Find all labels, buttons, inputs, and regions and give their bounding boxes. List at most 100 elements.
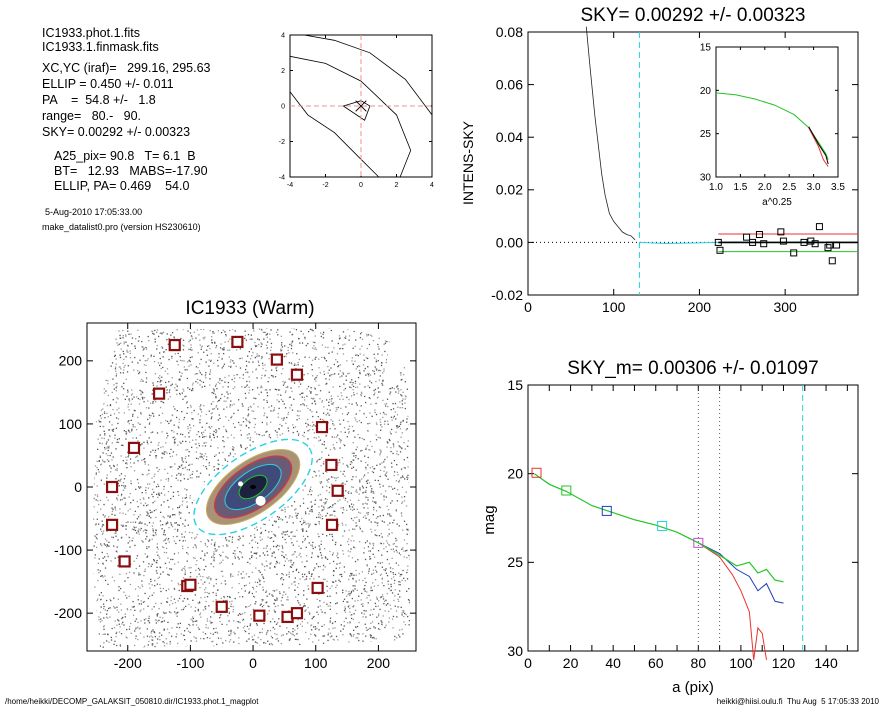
noise-speck: [176, 633, 178, 635]
noise-speck: [359, 383, 361, 385]
noise-speck: [139, 359, 141, 361]
noise-speck: [117, 565, 119, 567]
noise-speck: [357, 559, 359, 561]
noise-speck: [133, 560, 135, 562]
noise-speck: [175, 389, 177, 391]
noise-speck: [340, 347, 342, 349]
noise-speck: [130, 622, 132, 625]
noise-speck: [403, 550, 405, 552]
noise-speck: [284, 560, 286, 562]
noise-speck: [92, 397, 93, 399]
noise-speck: [104, 575, 106, 577]
noise-speck: [155, 457, 157, 459]
image-ytick-label: -100: [54, 542, 82, 558]
noise-speck: [231, 587, 233, 589]
noise-speck: [363, 370, 365, 372]
noise-speck: [90, 576, 91, 577]
noise-speck: [102, 649, 103, 650]
noise-speck: [198, 370, 201, 372]
noise-speck: [364, 584, 366, 587]
noise-speck: [307, 385, 310, 388]
noise-speck: [278, 326, 279, 327]
noise-speck: [377, 550, 380, 552]
noise-speck: [386, 420, 389, 422]
noise-speck: [381, 354, 383, 356]
noise-speck: [184, 531, 187, 533]
noise-speck: [296, 556, 298, 558]
noise-speck: [213, 436, 215, 439]
noise-speck: [216, 436, 218, 438]
noise-speck: [252, 539, 254, 541]
noise-speck: [205, 441, 207, 444]
noise-speck: [286, 353, 288, 355]
noise-speck: [93, 478, 95, 480]
noise-speck: [116, 382, 118, 385]
noise-speck: [353, 546, 355, 548]
noise-speck: [301, 620, 304, 623]
noise-speck: [130, 521, 132, 523]
noise-speck: [285, 386, 287, 389]
noise-speck: [133, 527, 136, 529]
noise-speck: [211, 621, 213, 624]
noise-speck: [208, 359, 210, 361]
noise-speck: [330, 648, 331, 649]
noise-speck: [212, 388, 215, 390]
noise-speck: [153, 558, 155, 561]
noise-speck: [226, 595, 229, 598]
noise-speck: [371, 470, 373, 473]
noise-speck: [124, 616, 126, 618]
noise-speck: [92, 506, 94, 508]
noise-speck: [385, 568, 387, 570]
noise-speck: [358, 573, 360, 575]
noise-speck: [144, 458, 146, 460]
noise-speck: [301, 573, 304, 575]
noise-speck: [285, 407, 287, 409]
noise-speck: [257, 338, 259, 340]
sky-ytick-label: 0.08: [496, 24, 523, 40]
noise-speck: [391, 419, 393, 421]
noise-speck: [165, 419, 167, 422]
noise-speck: [323, 444, 325, 446]
noise-speck: [343, 337, 346, 339]
noise-speck: [382, 372, 384, 374]
noise-speck: [251, 592, 254, 595]
noise-speck: [295, 364, 297, 366]
noise-speck: [160, 479, 162, 481]
noise-speck: [218, 554, 221, 556]
noise-speck: [132, 415, 134, 417]
noise-speck: [332, 539, 334, 541]
noise-speck: [234, 330, 236, 332]
noise-speck: [319, 372, 321, 374]
noise-speck: [371, 621, 374, 623]
noise-speck: [195, 457, 198, 459]
noise-speck: [342, 398, 344, 400]
noise-speck: [348, 490, 350, 493]
noise-speck: [308, 638, 310, 640]
noise-speck: [189, 332, 192, 334]
noise-speck: [307, 507, 309, 509]
noise-speck: [125, 456, 127, 458]
noise-speck: [281, 577, 283, 579]
noise-speck: [314, 335, 316, 337]
noise-speck: [159, 632, 161, 634]
noise-speck: [282, 547, 284, 549]
noise-speck: [266, 333, 269, 335]
noise-speck: [403, 331, 405, 334]
noise-speck: [180, 609, 183, 611]
noise-speck: [185, 646, 187, 648]
noise-speck: [115, 363, 117, 365]
noise-speck: [228, 620, 230, 622]
noise-speck: [387, 366, 389, 369]
noise-speck: [289, 638, 291, 640]
noise-speck: [222, 440, 224, 442]
header-line-range: range= 80.- 90.: [42, 109, 142, 123]
noise-speck: [123, 591, 125, 593]
noise-speck: [141, 492, 143, 494]
noise-speck: [156, 583, 158, 585]
noise-speck: [392, 403, 394, 405]
noise-speck: [167, 472, 169, 474]
noise-speck: [318, 523, 320, 525]
noise-speck: [394, 595, 396, 597]
noise-speck: [227, 615, 229, 617]
noise-speck: [192, 382, 194, 384]
